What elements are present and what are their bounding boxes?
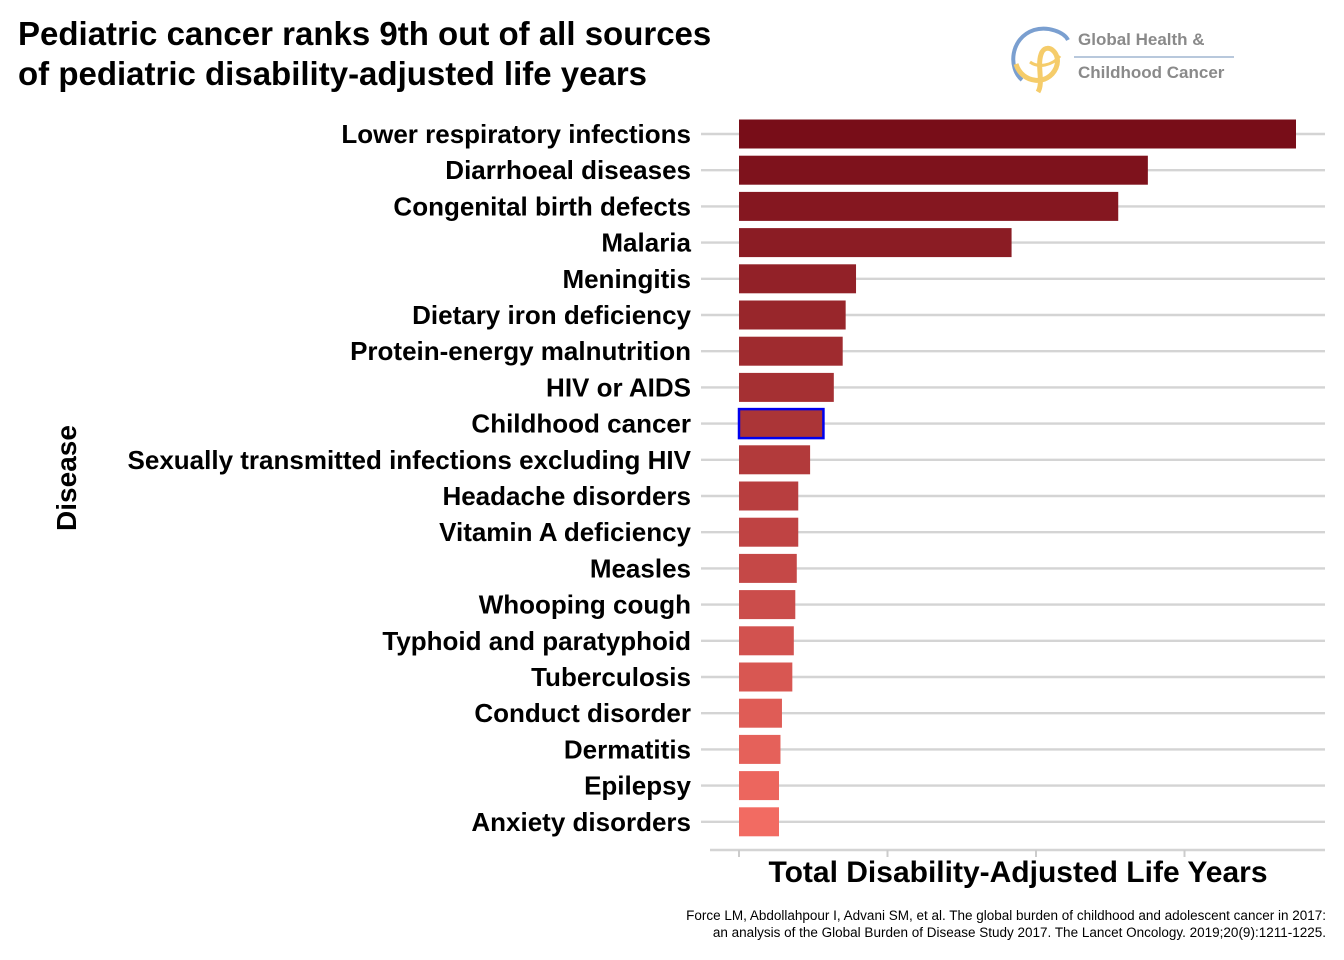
logo-divider [1074,56,1234,58]
bar-whooping-cough [739,590,796,620]
category-label: Lower respiratory infections [341,119,691,149]
ribbon-swirl-logo-icon [1011,26,1070,94]
category-label: Headache disorders [442,481,691,511]
logo-text-line-1: Global Health & [1078,30,1205,49]
category-label: Conduct disorder [474,698,691,728]
brand-logo: Global Health & Childhood Cancer [1008,22,1268,96]
y-axis-title: Disease [50,425,82,531]
category-label: Dietary iron deficiency [412,300,691,330]
bar-diarrhoeal-diseases [739,155,1148,185]
citation-line-1: Force LM, Abdollahpour I, Advani SM, et … [686,908,1326,923]
category-label: Childhood cancer [471,409,691,439]
bar-hiv-or-aids [739,372,834,402]
x-axis-title: Total Disability-Adjusted Life Years [768,856,1268,889]
category-label: Dermatitis [564,734,691,764]
category-label: Diarrhoeal diseases [445,155,691,185]
bar-lower-respiratory-infections [739,119,1296,149]
bar-sexually-transmitted-infections-excluding-hiv [739,445,811,475]
bar-congenital-birth-defects [739,191,1119,221]
bar-typhoid-and-paratyphoid [739,626,794,656]
bar-epilepsy [739,771,779,801]
bar-protein-energy-malnutrition [739,336,843,366]
bar-measles [739,553,797,583]
bar-malaria [739,228,1012,258]
bar-meningitis [739,264,857,294]
category-label: Meningitis [562,264,691,294]
title-line-2: of pediatric disability-adjusted life ye… [18,55,648,92]
bar-tuberculosis [739,662,793,692]
category-label: Malaria [601,228,691,258]
category-label: Epilepsy [584,771,691,801]
category-label: Vitamin A deficiency [439,517,691,547]
category-label: Protein-energy malnutrition [350,336,691,366]
chart-title: Pediatric cancer ranks 9th out of all so… [18,14,918,94]
category-label: Tuberculosis [531,662,691,692]
citation: Force LM, Abdollahpour I, Advani SM, et … [686,907,1326,941]
bar-dietary-iron-deficiency [739,300,846,330]
bar-anxiety-disorders [739,807,779,837]
category-label: Typhoid and paratyphoid [382,626,691,656]
title-line-1: Pediatric cancer ranks 9th out of all so… [18,15,712,52]
bar-conduct-disorder [739,698,782,728]
category-labels: Lower respiratory infections Diarrhoeal d… [128,119,692,837]
category-label: Whooping cough [479,590,691,620]
logo-text-line-2: Childhood Cancer [1078,63,1225,82]
citation-line-2: an analysis of the Global Burden of Dise… [712,925,1326,940]
x-axis [710,848,1325,857]
bar-headache-disorders [739,481,799,511]
bar-vitamin-a-deficiency [739,517,799,547]
bars [737,119,1296,837]
category-label: HIV or AIDS [546,372,691,402]
bar-childhood-cancer [737,407,825,440]
category-label: Measles [590,553,691,583]
bar-dermatitis [739,734,781,764]
category-label: Sexually transmitted infections excludin… [128,445,692,475]
category-label: Anxiety disorders [471,807,691,837]
category-label: Congenital birth defects [393,191,691,221]
